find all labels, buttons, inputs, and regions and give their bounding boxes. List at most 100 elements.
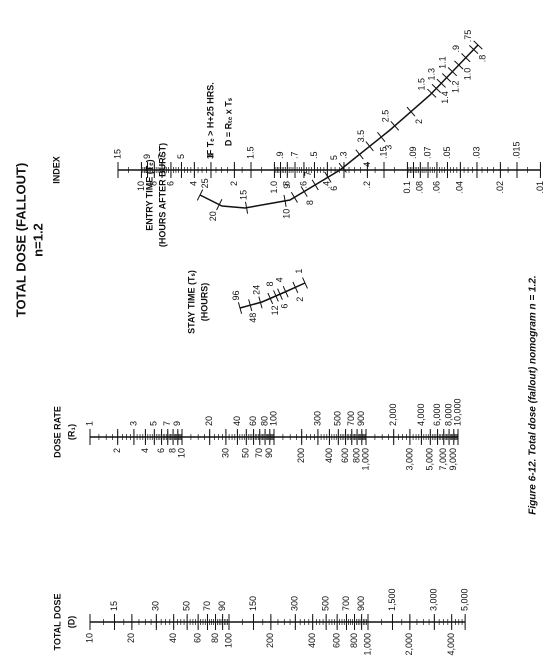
tick-label: 90: [264, 448, 274, 458]
tick-label: 2,000: [404, 633, 414, 656]
tick-label: 3,000: [404, 448, 414, 471]
tick: [277, 288, 283, 300]
tick-label: 3: [128, 421, 138, 426]
tick-label: .9: [275, 151, 285, 159]
tick-label: 30: [151, 601, 161, 611]
tick-label: 9: [172, 421, 182, 426]
tick-label: .5: [309, 151, 319, 159]
tick-label: 400: [324, 448, 334, 463]
tick-label: 800: [349, 633, 359, 648]
tick-label: 8: [305, 200, 315, 205]
tick-label: 1.1: [437, 56, 447, 69]
tick-label: 20: [204, 416, 214, 426]
dose-rate-symbol: (R₁): [66, 424, 76, 440]
tick-label: 600: [332, 633, 342, 648]
tick-label: 50: [241, 448, 251, 458]
tick-label: .05: [442, 146, 452, 159]
tick-label: 7: [156, 154, 166, 159]
tick-label: .9: [451, 45, 461, 53]
tick-label: 96: [231, 290, 241, 300]
tick-label: 3.5: [356, 130, 366, 143]
entry-time-name: ENTRY TIME (Tₑ): [144, 159, 154, 230]
tick-label: 40: [232, 416, 242, 426]
tick-label: 500: [333, 411, 343, 426]
tick-label: 1,000: [362, 633, 372, 656]
tick-label: .01: [535, 181, 545, 194]
tick-label: 90: [217, 601, 227, 611]
tick-label: .08: [415, 181, 425, 194]
tick-label: 6,000: [432, 403, 442, 426]
tick-label: 400: [307, 633, 317, 648]
tick-label: .09: [408, 146, 418, 159]
entry-time-unit: (HOURS AFTER BURST): [157, 143, 167, 247]
tick-label: 900: [356, 596, 366, 611]
tick-label: 3: [384, 145, 394, 150]
tick-label: 10: [282, 209, 292, 219]
note: IF Tₑ > H+25 HRS.: [205, 82, 215, 157]
tick-label: 2.5: [381, 110, 391, 123]
tick: [427, 88, 437, 98]
tick-label: .04: [455, 181, 465, 194]
subtitle: n=1.2: [30, 223, 45, 257]
tick-label: .7: [289, 151, 299, 159]
tick: [365, 141, 374, 152]
stay-time-unit: (HOURS): [199, 283, 209, 322]
tick-label: 900: [356, 411, 366, 426]
tick-label: 40: [168, 633, 178, 643]
index-name: INDEX: [51, 156, 61, 184]
tick-label: 5,000: [460, 588, 470, 611]
tick-label: 1.0: [463, 68, 473, 81]
tick-label: 1.5: [417, 78, 427, 91]
tick-label: 3: [205, 154, 215, 159]
note: D = Rₜₑ x Tₛ: [223, 97, 233, 146]
tick-label: 700: [341, 596, 351, 611]
tick-label: 10: [176, 448, 186, 458]
tick-label: 9: [142, 154, 152, 159]
tick-label: 6: [165, 181, 175, 186]
tick-label: 24: [251, 285, 261, 295]
tick-label: 1.2: [450, 80, 460, 93]
tick-label: 20: [126, 633, 136, 643]
tick-label: 10: [84, 633, 94, 643]
tick: [473, 40, 483, 50]
tick: [436, 78, 446, 88]
tick-label: 2: [229, 181, 239, 186]
tick-label: 20: [208, 211, 218, 221]
tick-label: 5: [329, 155, 339, 160]
tick-label: 1.0: [269, 181, 279, 194]
tick: [406, 106, 416, 117]
tick-label: 4: [189, 181, 199, 186]
tick: [355, 149, 364, 160]
tick-label: 10,000: [452, 398, 462, 426]
tick-label: 200: [296, 448, 306, 463]
tick: [290, 191, 298, 203]
tick: [273, 290, 279, 302]
tick-label: 48: [248, 313, 258, 323]
total-dose-name: TOTAL DOSE: [52, 593, 62, 650]
tick: [292, 281, 299, 294]
tick: [469, 44, 479, 55]
tick-label: 80: [210, 633, 220, 643]
tick-label: .3: [338, 151, 348, 159]
dose-rate-name: DOSE RATE: [52, 406, 62, 458]
tick-label: 2,000: [388, 403, 398, 426]
tick-label: .4: [322, 181, 332, 189]
tick: [431, 83, 441, 93]
tick-label: .06: [431, 181, 441, 194]
tick-label: 1,000: [360, 448, 370, 471]
tick-label: 1.4: [440, 91, 450, 104]
tick-label: .07: [422, 146, 432, 159]
tick-label: .015: [511, 141, 521, 159]
tick-label: 10: [136, 181, 146, 191]
tick: [267, 292, 274, 305]
tick: [441, 73, 452, 83]
tick-label: 50: [182, 601, 192, 611]
tick: [248, 299, 253, 312]
tick-label: 70: [202, 601, 212, 611]
tick: [196, 189, 204, 201]
tick-label: 4,000: [446, 633, 456, 656]
tick-label: 8,000: [443, 403, 453, 426]
tick-label: 8: [265, 282, 275, 287]
tick-label: 1: [294, 269, 304, 274]
